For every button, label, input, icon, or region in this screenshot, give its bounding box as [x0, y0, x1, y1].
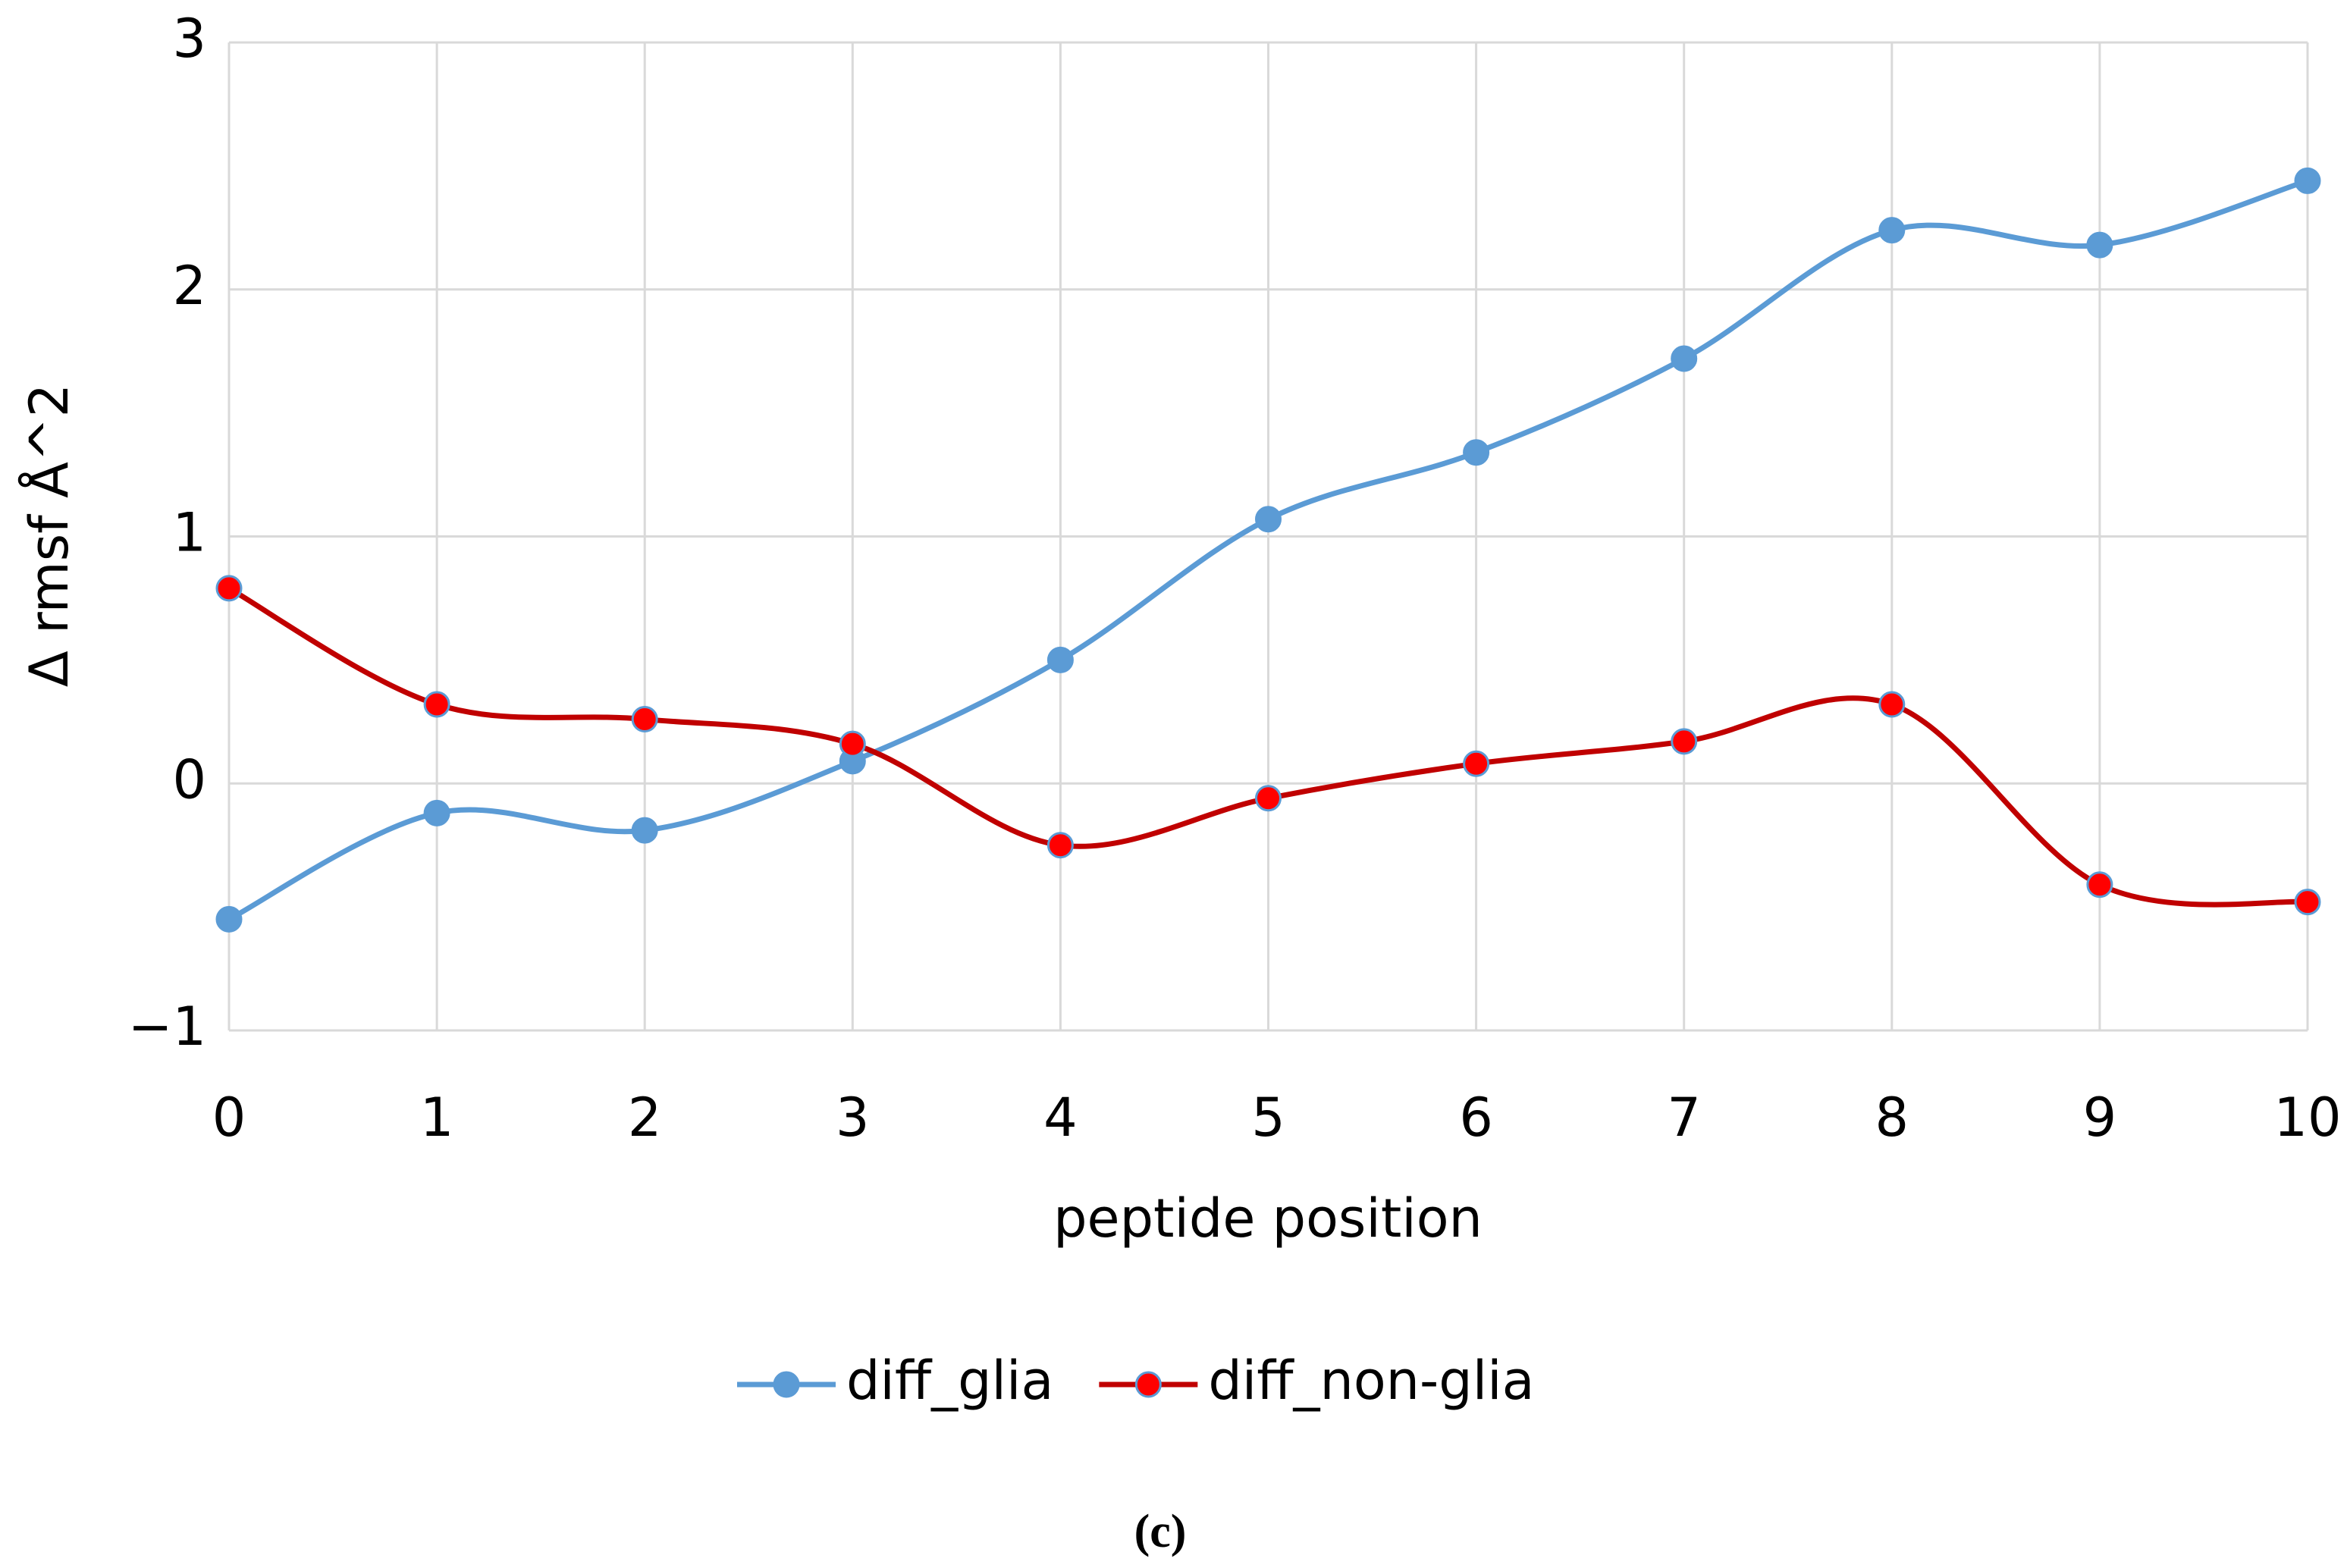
y-tick-label: 3 — [172, 8, 206, 70]
y-tick-label: −1 — [128, 996, 206, 1058]
data-point — [215, 575, 243, 602]
data-point — [215, 905, 243, 933]
data-point — [423, 691, 450, 718]
data-point — [1255, 785, 1282, 812]
data-point — [1255, 506, 1282, 533]
data-point — [1671, 728, 1698, 755]
x-tick-label: 0 — [212, 1087, 246, 1149]
y-tick-label: 1 — [172, 502, 206, 564]
data-point — [2086, 871, 2113, 898]
x-tick-label: 6 — [1459, 1087, 1493, 1149]
x-tick-label: 5 — [1251, 1087, 1285, 1149]
x-tick-label: 1 — [420, 1087, 454, 1149]
data-point — [2086, 231, 2113, 259]
x-tick-label: 8 — [1875, 1087, 1909, 1149]
x-tick-label: 2 — [628, 1087, 662, 1149]
y-axis-title: Δ rmsf Å^2 — [18, 384, 80, 687]
data-point — [2294, 889, 2321, 916]
legend-label: diff_glia — [846, 1350, 1053, 1412]
data-point — [1463, 439, 1490, 466]
x-axis-title: peptide position — [1053, 1187, 1483, 1250]
data-point — [423, 799, 450, 826]
data-point — [839, 730, 866, 757]
legend-marker — [1134, 1371, 1162, 1398]
y-tick-label: 2 — [172, 255, 206, 317]
x-tick-label: 10 — [2273, 1087, 2341, 1149]
data-point — [1046, 646, 1074, 673]
x-tick-label: 3 — [836, 1087, 870, 1149]
data-point — [631, 817, 658, 844]
data-point — [1046, 832, 1074, 859]
data-point — [1878, 691, 1906, 718]
x-tick-label: 7 — [1667, 1087, 1701, 1149]
data-point — [1878, 217, 1906, 244]
data-point — [631, 706, 658, 733]
x-tick-label: 9 — [2083, 1087, 2117, 1149]
x-tick-label: 4 — [1043, 1087, 1078, 1149]
data-point — [1463, 750, 1490, 777]
legend-label: diff_non-glia — [1208, 1350, 1534, 1412]
legend-marker — [773, 1371, 800, 1398]
data-point — [1671, 345, 1698, 372]
caption: (c) — [1134, 1506, 1187, 1557]
y-tick-label: 0 — [172, 748, 206, 811]
data-point — [2294, 167, 2321, 194]
